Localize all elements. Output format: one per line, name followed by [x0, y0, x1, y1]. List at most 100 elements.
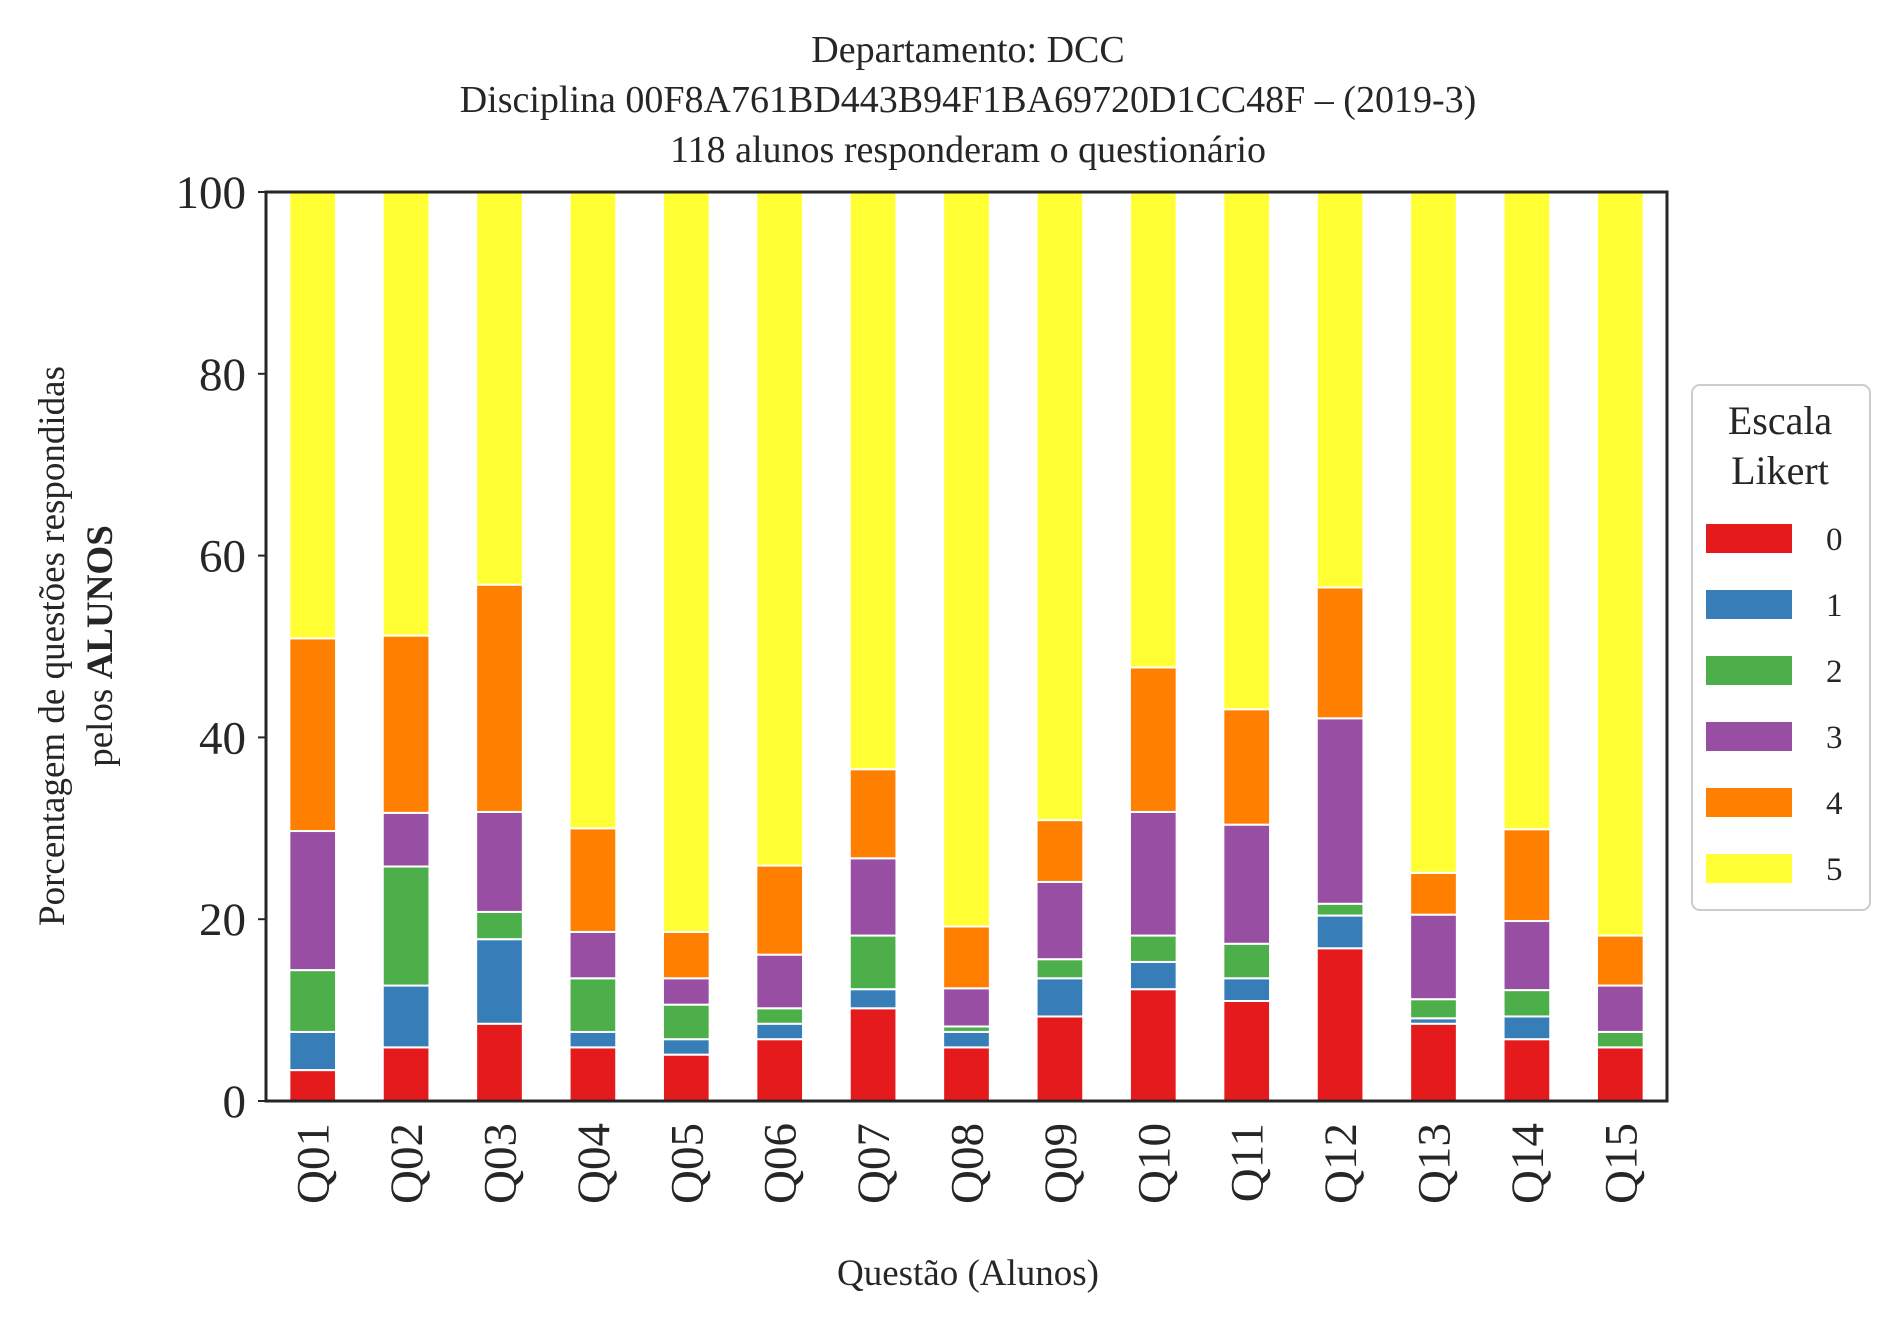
bar-segment-q07-likert-0: [848, 1007, 898, 1102]
bar-segment-q15-likert-0: [1595, 1046, 1645, 1103]
bar-segment-q01-likert-4: [288, 637, 338, 833]
bar-segment-q02-likert-2: [381, 865, 431, 987]
bar-segment-q12-likert-4: [1315, 586, 1365, 720]
bar-segment-q10-likert-3: [1128, 810, 1178, 937]
x-tick-label-q15: Q15: [1595, 1123, 1647, 1204]
bar-stack-q07: [848, 191, 898, 1102]
bar-segment-q09-likert-5: [1035, 191, 1085, 822]
bar-segment-q10-likert-2: [1128, 934, 1178, 963]
bar-segment-q10-likert-4: [1128, 666, 1178, 813]
x-tick-label-q04: Q04: [568, 1123, 620, 1204]
x-tick-label-q13: Q13: [1409, 1123, 1461, 1204]
bar-segment-q07-likert-2: [848, 934, 898, 991]
bar-segment-q03-likert-0: [475, 1022, 524, 1102]
bar-segment-q12-likert-1: [1315, 914, 1365, 950]
bar-stack-q05: [661, 191, 711, 1102]
bar-segment-q03-likert-1: [475, 938, 524, 1025]
bar-segment-q06-likert-5: [755, 191, 805, 867]
y-axis-label-line-2: pelos ALUNOS: [80, 525, 121, 767]
legend-swatch-4: [1706, 788, 1792, 817]
bar-segment-q08-likert-1: [942, 1030, 991, 1049]
y-tick-label-0: 0: [223, 1076, 247, 1128]
bar-stack-q12: [1315, 191, 1365, 1103]
chart-title-line-1: Departamento: DCC: [811, 29, 1124, 71]
y-tick-label-20: 20: [199, 894, 246, 946]
legend-swatch-1: [1706, 590, 1792, 619]
bar-segment-q03-likert-2: [475, 910, 524, 941]
bar-segment-q13-likert-0: [1409, 1022, 1458, 1102]
x-axis-label: Questão (Alunos): [837, 1253, 1099, 1294]
bar-segment-q09-likert-1: [1035, 977, 1085, 1018]
legend-swatch-3: [1706, 722, 1792, 751]
bar-segment-q04-likert-0: [568, 1046, 618, 1103]
bar-segment-q11-likert-1: [1222, 977, 1272, 1003]
bar-stack-q01: [288, 191, 338, 1102]
bar-segment-q06-likert-2: [755, 1007, 805, 1025]
x-tick-label-q12: Q12: [1315, 1123, 1367, 1204]
bar-segment-q07-likert-5: [848, 191, 898, 771]
x-tick-label-q03: Q03: [475, 1123, 527, 1204]
bar-segment-q01-likert-1: [288, 1030, 338, 1072]
x-tick-label-q14: Q14: [1502, 1123, 1554, 1204]
bar-segment-q06-likert-1: [755, 1022, 805, 1041]
bar-segment-q11-likert-3: [1222, 823, 1272, 945]
y-tick-label-80: 80: [199, 349, 246, 401]
bar-segment-q01-likert-5: [288, 191, 338, 640]
bar-segment-q14-likert-4: [1502, 828, 1552, 923]
plot-frame: [264, 190, 1669, 1103]
legend-swatch-2: [1706, 656, 1792, 685]
bar-segment-q07-likert-1: [848, 988, 898, 1010]
legend: Escala Likert 0 1 2 3 4 5: [1691, 384, 1871, 911]
bar-segment-q10-likert-5: [1128, 191, 1178, 669]
y-axis-label-line-1: Porcentagem de questões respondidas: [32, 366, 73, 926]
bar-segment-q14-likert-5: [1502, 191, 1552, 831]
x-tick-label-q05: Q05: [661, 1123, 713, 1204]
bar-segment-q13-likert-3: [1409, 913, 1458, 1001]
bar-segment-q05-likert-5: [661, 191, 711, 933]
x-tick-label-q02: Q02: [381, 1123, 433, 1204]
bar-segment-q12-likert-5: [1315, 191, 1365, 589]
bar-segment-q02-likert-0: [381, 1046, 431, 1103]
bar-stacks: [288, 191, 1645, 1103]
legend-items: 0 1 2 3 4 5: [1706, 522, 1843, 888]
x-axis-ticks: Q01 Q02 Q03 Q04 Q05 Q06 Q07 Q08 Q09 Q10 Q11 Q12 Q13 Q…: [288, 1123, 1648, 1204]
bar-segment-q11-likert-5: [1222, 191, 1272, 711]
bar-stack-q04: [568, 191, 618, 1103]
bar-segment-q08-likert-0: [942, 1046, 991, 1103]
bar-stack-q02: [381, 191, 431, 1103]
bar-segment-q03-likert-3: [475, 810, 524, 913]
legend-swatch-5: [1706, 854, 1792, 883]
legend-label-4: 4: [1826, 786, 1843, 822]
bar-segment-q11-likert-0: [1222, 1000, 1272, 1103]
bar-segment-q09-likert-2: [1035, 958, 1085, 980]
bar-stack-q14: [1502, 191, 1552, 1102]
x-tick-label-q01: Q01: [288, 1123, 340, 1204]
y-tick-label-40: 40: [199, 712, 246, 764]
bar-stack-q03: [475, 191, 524, 1102]
legend-label-1: 1: [1826, 588, 1843, 624]
bar-segment-q03-likert-5: [475, 191, 524, 586]
bar-segment-q10-likert-0: [1128, 988, 1178, 1102]
y-tick-label-100: 100: [176, 167, 247, 219]
legend-label-3: 3: [1826, 720, 1843, 756]
bar-segment-q13-likert-5: [1409, 191, 1458, 874]
x-tick-label-q11: Q11: [1222, 1123, 1274, 1202]
bar-segment-q09-likert-4: [1035, 819, 1085, 883]
legend-label-2: 2: [1826, 654, 1843, 690]
bar-segment-q01-likert-3: [288, 830, 338, 972]
bar-segment-q05-likert-1: [661, 1038, 711, 1056]
x-tick-label-q08: Q08: [942, 1123, 994, 1204]
bar-segment-q14-likert-1: [1502, 1015, 1552, 1041]
bar-segment-q13-likert-4: [1409, 871, 1458, 916]
bar-segment-q02-likert-1: [381, 984, 431, 1049]
chart-title-line-3: 118 alunos responderam o questionário: [670, 129, 1266, 171]
bar-segment-q05-likert-0: [661, 1053, 711, 1102]
x-tick-label-q06: Q06: [755, 1123, 807, 1204]
bar-segment-q12-likert-0: [1315, 947, 1365, 1103]
chart-title: Departamento: DCC Disciplina 00F8A761BD4…: [460, 29, 1477, 171]
bar-segment-q14-likert-0: [1502, 1038, 1552, 1102]
bar-segment-q05-likert-2: [661, 1003, 711, 1041]
bar-stack-q06: [755, 191, 805, 1102]
bar-segment-q04-likert-2: [568, 977, 618, 1033]
